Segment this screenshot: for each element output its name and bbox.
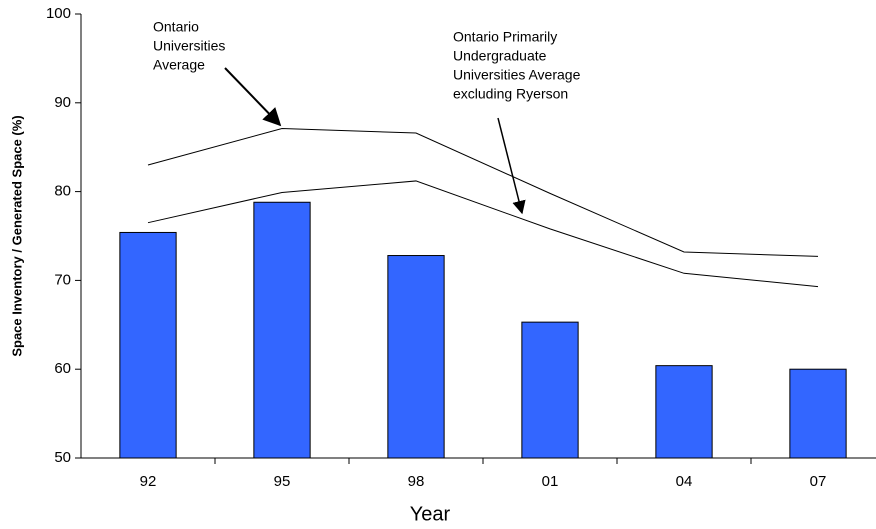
annotation-text: excluding Ryerson <box>453 86 568 102</box>
line-series <box>147 180 819 288</box>
annotation-text: Universities <box>153 38 225 54</box>
annotation-text: Undergraduate <box>453 48 547 64</box>
annotation-text: Ontario <box>153 19 199 35</box>
x-axis-title: Year <box>410 503 451 525</box>
bar <box>789 368 847 459</box>
annotation-text: Universities Average <box>453 67 581 83</box>
x-tick-label: 04 <box>676 473 693 490</box>
annotation-arrow <box>224 67 282 127</box>
bar <box>387 255 445 459</box>
bar <box>253 201 311 459</box>
bar <box>655 365 713 459</box>
x-tick-label: 95 <box>274 473 291 490</box>
y-tick-label: 70 <box>54 271 71 288</box>
bar <box>521 321 579 459</box>
annotation-arrow <box>497 117 526 215</box>
x-tick-label: 92 <box>140 473 157 490</box>
annotation-text: Ontario Primarily <box>453 29 557 45</box>
y-tick-label: 80 <box>54 183 71 200</box>
y-tick-label: 50 <box>54 449 71 466</box>
y-tick-label: 100 <box>46 5 71 22</box>
x-tick-label: 01 <box>542 473 559 490</box>
y-tick-label: 90 <box>54 94 71 111</box>
annotation-text: Average <box>153 57 205 73</box>
x-tick-label: 98 <box>408 473 425 490</box>
x-tick-label: 07 <box>810 473 827 490</box>
bar <box>119 231 177 459</box>
y-tick-label: 60 <box>54 360 71 377</box>
y-axis-title: Space Inventory / Generated Space (%) <box>9 115 24 356</box>
line-series <box>147 128 819 257</box>
